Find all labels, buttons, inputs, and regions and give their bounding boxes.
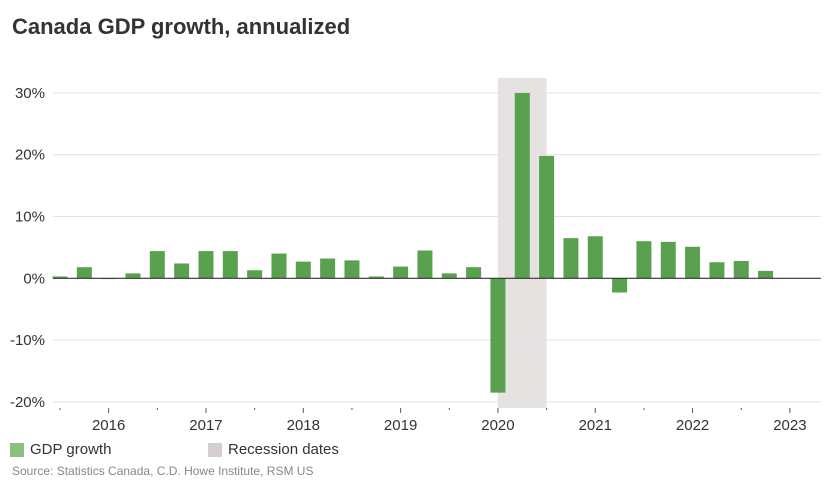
- legend-label-recession: Recession dates: [228, 441, 339, 458]
- chart-title: Canada GDP growth, annualized: [12, 14, 351, 39]
- y-tick-label: 0%: [23, 270, 45, 287]
- x-tick-label: 2018: [287, 417, 320, 434]
- x-tick-label: 2017: [189, 417, 222, 434]
- y-tick-label: -10%: [10, 332, 45, 349]
- bar-2021-Q3: [636, 241, 652, 279]
- legend-swatch-recession: [208, 442, 222, 457]
- bar-2019-Q2: [417, 250, 433, 279]
- bar-2015-Q3: [52, 276, 68, 279]
- legend-item-recession: Recession dates: [208, 441, 339, 458]
- x-tick-label: 2022: [676, 417, 709, 434]
- source-note: Source: Statistics Canada, C.D. Howe Ins…: [12, 464, 314, 478]
- bar-2016-Q3: [149, 251, 165, 279]
- bar-2022-Q2: [709, 262, 725, 279]
- legend-item-gdp: GDP growth: [10, 441, 111, 458]
- bar-2018-Q4: [368, 276, 384, 279]
- bar-2018-Q3: [344, 260, 360, 279]
- bar-2019-Q1: [393, 266, 409, 279]
- bar-2019-Q4: [466, 267, 482, 279]
- legend-swatch-gdp: [10, 442, 24, 457]
- bar-2020-Q1: [490, 278, 506, 393]
- y-tick-label: -20%: [10, 394, 45, 411]
- bar-2021-Q4: [660, 241, 676, 279]
- x-tick-label: 2019: [384, 417, 417, 434]
- bar-2020-Q2: [514, 92, 530, 279]
- bar-2022-Q3: [733, 260, 749, 279]
- x-tick-label: 2023: [773, 417, 806, 434]
- bar-2021-Q2: [612, 278, 628, 293]
- bar-2020-Q4: [563, 238, 579, 279]
- y-tick-label: 30%: [15, 85, 45, 102]
- bar-2016-Q4: [174, 263, 190, 279]
- bar-2022-Q4: [758, 270, 774, 279]
- bar-2015-Q4: [76, 267, 92, 279]
- bar-2021-Q1: [587, 236, 603, 279]
- bar-2017-Q2: [222, 251, 238, 279]
- bar-2017-Q4: [271, 253, 287, 279]
- x-tick-label: 2021: [579, 417, 612, 434]
- bar-2018-Q1: [295, 261, 311, 279]
- bar-2017-Q1: [198, 251, 214, 279]
- bar-2017-Q3: [247, 270, 263, 279]
- bar-2019-Q3: [441, 273, 457, 279]
- y-tick-label: 10%: [15, 209, 45, 226]
- bar-2022-Q1: [685, 246, 701, 279]
- x-tick-label: 2016: [92, 417, 125, 434]
- bar-2018-Q2: [320, 258, 336, 279]
- bar-2016-Q2: [125, 273, 141, 279]
- y-tick-label: 20%: [15, 147, 45, 164]
- bar-2020-Q3: [539, 155, 555, 279]
- x-tick-label: 2020: [481, 417, 514, 434]
- legend-label-gdp: GDP growth: [30, 441, 112, 458]
